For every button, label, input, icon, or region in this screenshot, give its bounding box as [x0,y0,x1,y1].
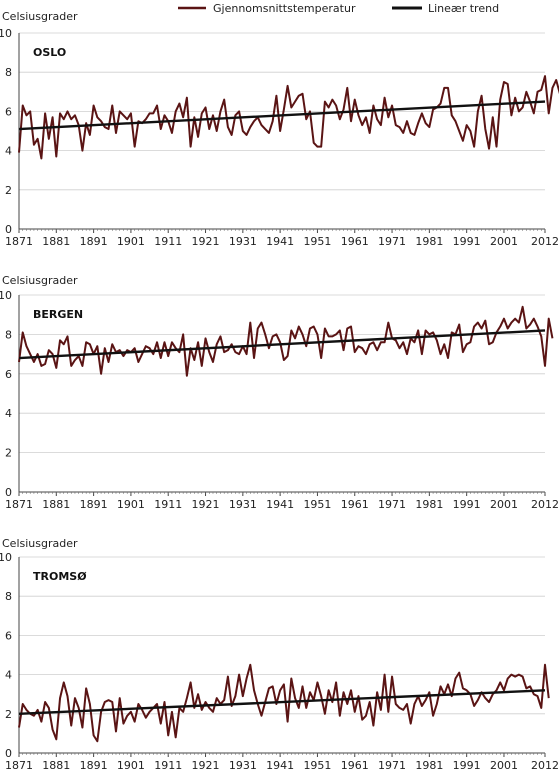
x-tick-label: 2001 [490,498,518,511]
x-tick-label: 1881 [42,235,70,248]
y-tick-label: 6 [5,629,12,642]
x-tick-label: 1971 [378,235,406,248]
x-tick-label: 1901 [117,498,145,511]
y-tick-label: 8 [5,66,12,79]
series-line-mean-temperature [18,663,550,743]
x-tick-label: 1911 [154,759,182,772]
panel-bergen: Celsiusgrader BERGEN 0 2 4 6 8 10 1871 1881 1891… [0,274,559,511]
legend-trend-label: Lineær trend [428,2,499,15]
x-tick-label: 2012 [531,498,559,511]
series-line-mean-temperature [18,75,559,160]
y-tick-label: 8 [5,590,12,603]
x-tick-label: 1991 [453,235,481,248]
x-tick-label: 1931 [229,498,257,511]
x-tick-label: 2012 [531,759,559,772]
x-tick-label: 1941 [266,235,294,248]
y-axis-label: Celsiusgrader [2,274,78,287]
x-tick-label: 2012 [531,235,559,248]
x-tick-label: 1921 [192,759,220,772]
y-tick-label: 2 [5,184,12,197]
x-tick-label: 1941 [266,498,294,511]
station-title: BERGEN [33,308,83,321]
y-tick-label: 0 [5,747,12,760]
y-axis-label: Celsiusgrader [2,537,78,550]
x-tick-label: 1981 [415,498,443,511]
trend-line [18,329,546,360]
x-tick-label: 1981 [415,759,443,772]
x-tick-label: 1911 [154,498,182,511]
y-tick-label: 6 [5,368,12,381]
y-tick-label: 10 [0,551,12,564]
station-title: OSLO [33,46,66,59]
panel-tromso: Celsiusgrader TROMSØ 0 2 4 6 8 10 1871 1881 1891… [0,537,559,772]
x-tick-label: 1921 [192,498,220,511]
x-tick-label: 1941 [266,759,294,772]
x-tick-label: 1891 [80,498,108,511]
x-tick-label: 1961 [341,759,369,772]
x-tick-label: 1901 [117,235,145,248]
x-tick-label: 1881 [42,759,70,772]
x-tick-label: 1921 [192,235,220,248]
x-tick-label: 1991 [453,759,481,772]
trend-line [18,100,546,131]
x-tick-label: 1881 [42,498,70,511]
x-tick-label: 1901 [117,759,145,772]
station-title: TROMSØ [33,570,87,583]
y-tick-label: 8 [5,328,12,341]
series-line-mean-temperature [18,305,554,377]
x-tick-label: 1981 [415,235,443,248]
trend-line [18,689,546,715]
y-axis-label: Celsiusgrader [2,10,78,23]
y-tick-label: 0 [5,223,12,236]
x-tick-label: 2001 [490,759,518,772]
x-tick-label: 2001 [490,235,518,248]
y-tick-label: 10 [0,27,12,40]
y-tick-label: 4 [5,407,12,420]
x-tick-label: 1951 [303,498,331,511]
x-tick-label: 1911 [154,235,182,248]
x-tick-label: 1871 [5,235,33,248]
x-tick-label: 1951 [303,235,331,248]
y-tick-label: 4 [5,669,12,682]
y-tick-label: 4 [5,145,12,158]
y-tick-label: 2 [5,708,12,721]
y-tick-label: 6 [5,105,12,118]
panel-oslo: Celsiusgrader OSLO 0 2 4 6 8 10 1871 1881 1891 19… [0,10,559,248]
x-tick-label: 1891 [80,759,108,772]
x-tick-label: 1931 [229,235,257,248]
x-tick-label: 1931 [229,759,257,772]
x-tick-label: 1971 [378,498,406,511]
x-tick-label: 1871 [5,498,33,511]
y-tick-label: 10 [0,289,12,302]
y-tick-label: 2 [5,447,12,460]
x-tick-label: 1961 [341,498,369,511]
legend: Gjennomsnittstemperatur Lineær trend [178,2,499,15]
x-tick-label: 1951 [303,759,331,772]
x-tick-label: 1891 [80,235,108,248]
x-tick-label: 1991 [453,498,481,511]
y-tick-label: 0 [5,486,12,499]
x-tick-label: 1871 [5,759,33,772]
legend-series-label: Gjennomsnittstemperatur [213,2,356,15]
x-tick-label: 1971 [378,759,406,772]
x-tick-label: 1961 [341,235,369,248]
